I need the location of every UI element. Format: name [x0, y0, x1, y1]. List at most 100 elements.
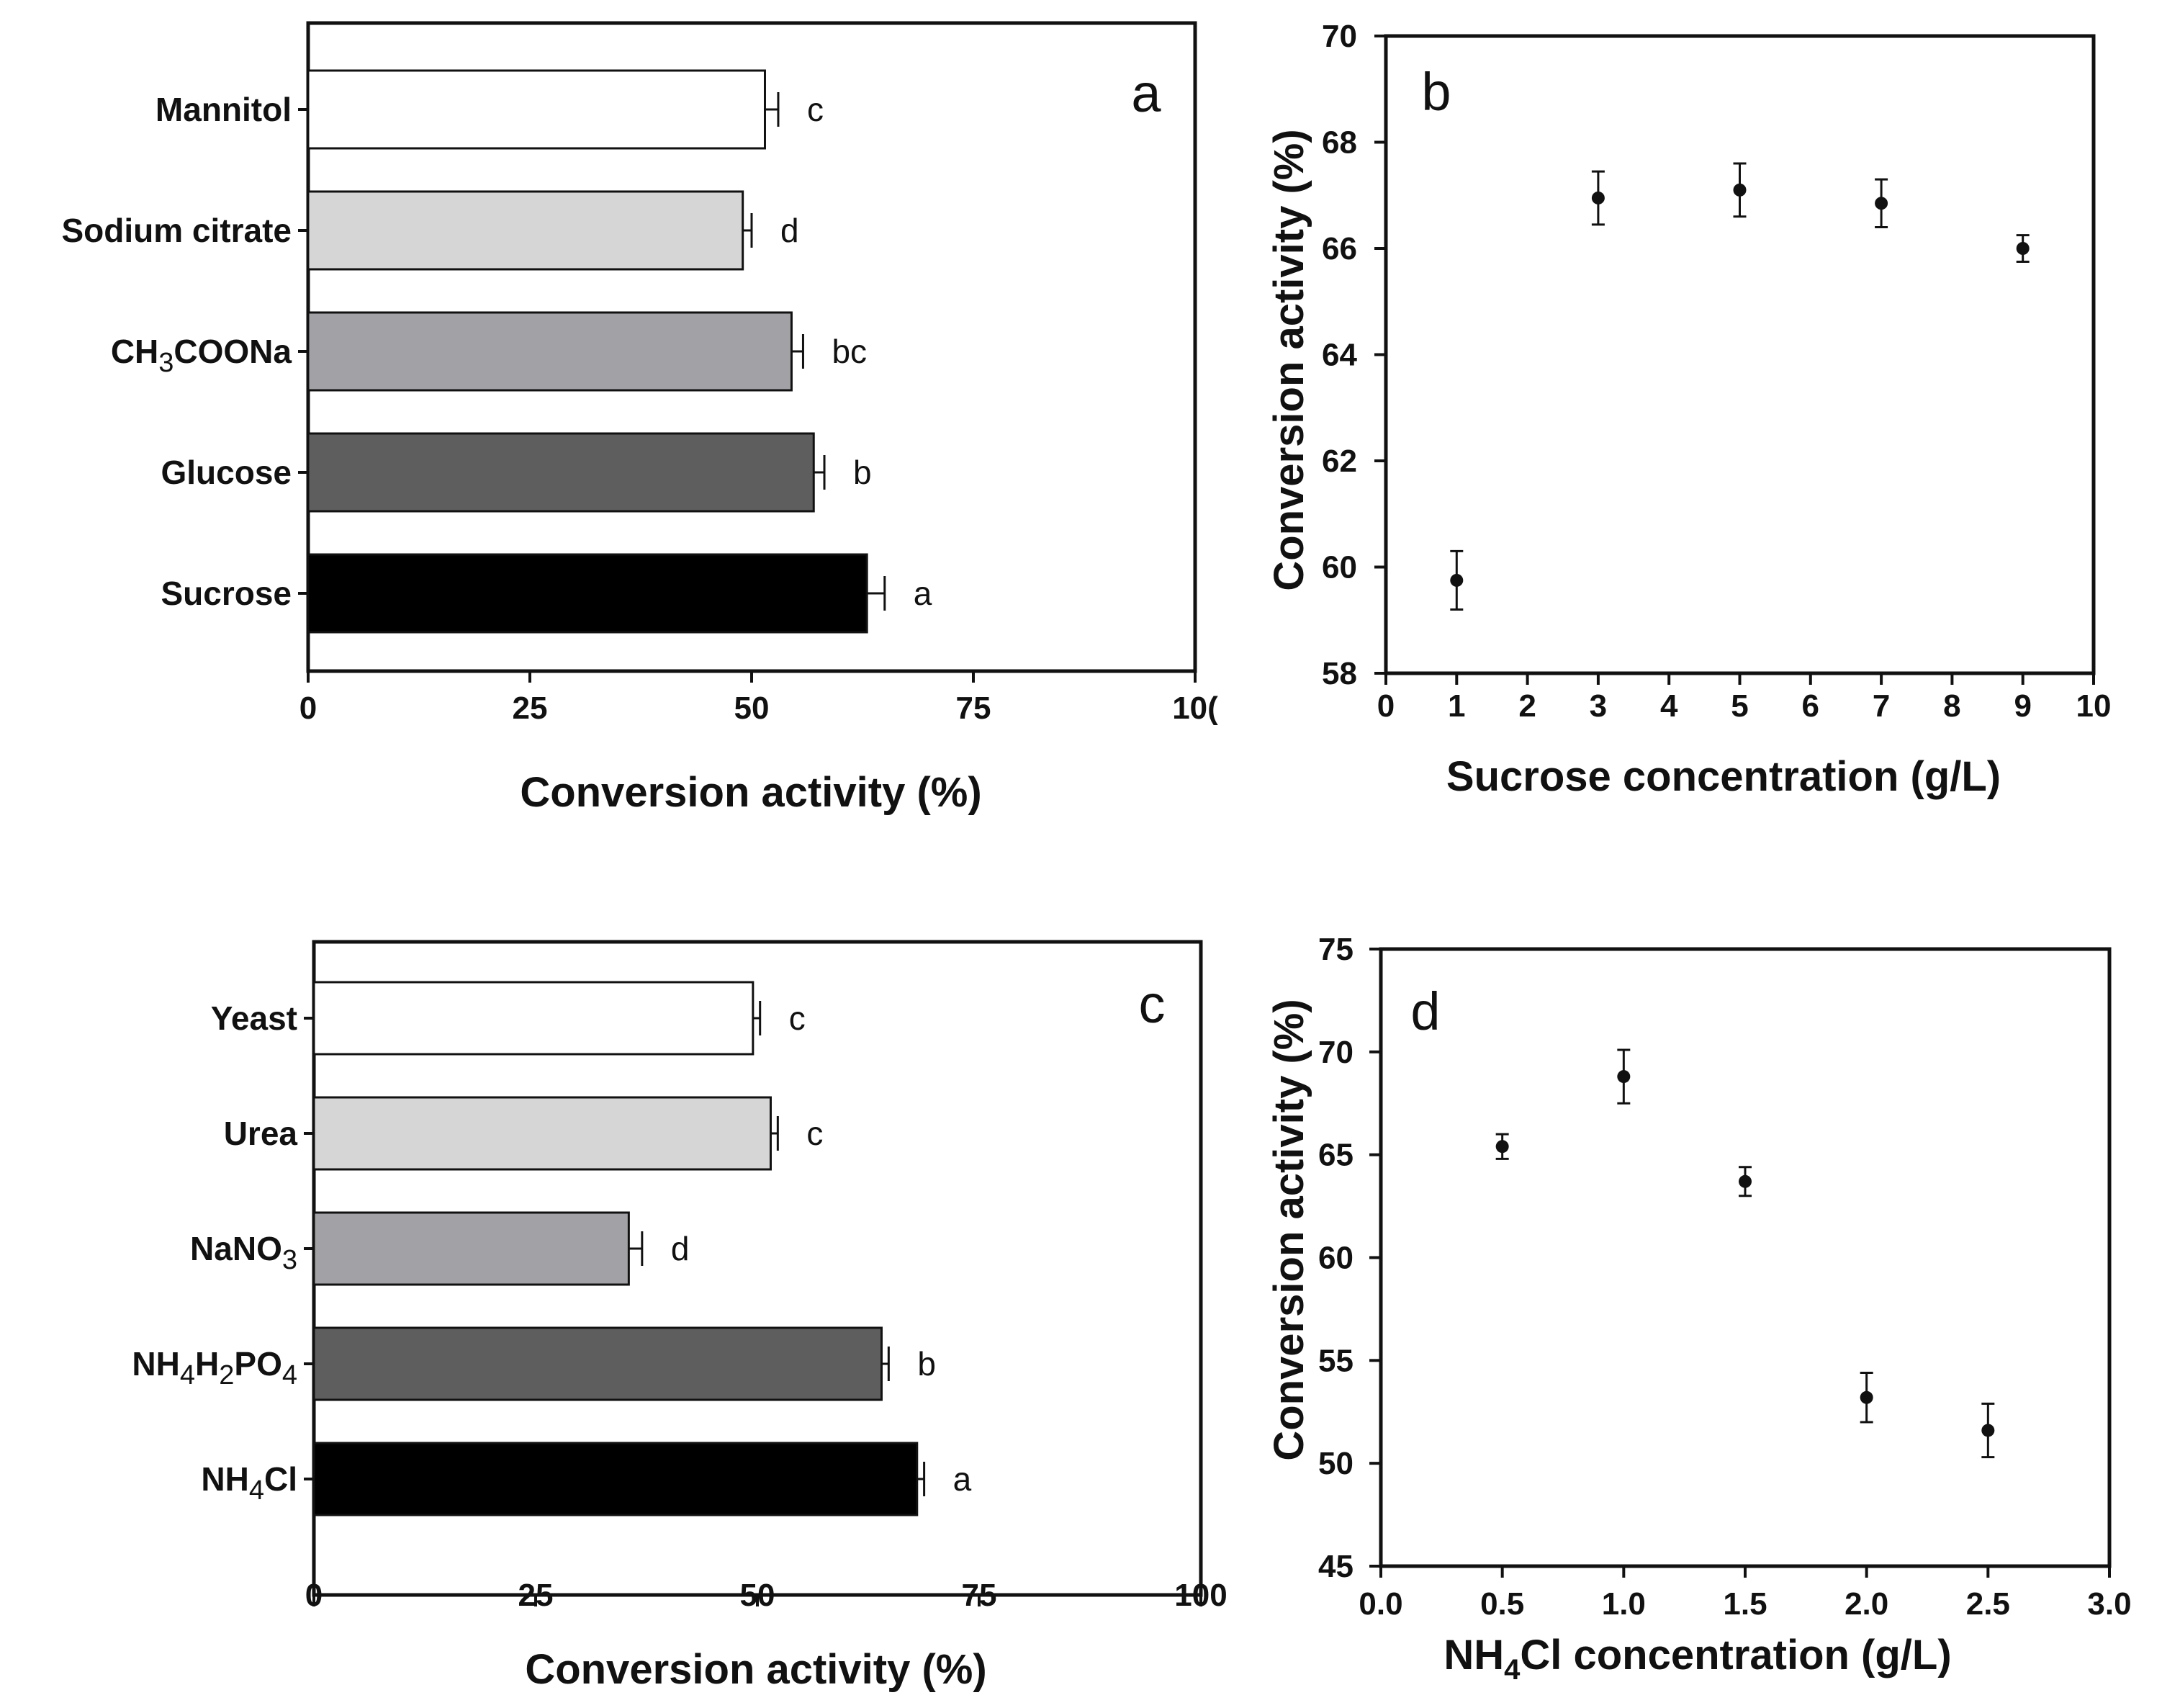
panel-a-x-axis-title: Conversion activity (%)	[520, 769, 981, 816]
category-label: NH4Cl	[201, 1460, 297, 1506]
x-tick-label: 8	[1943, 688, 1960, 724]
y-tick-label: 50	[1318, 1446, 1353, 1481]
y-tick-label: 68	[1322, 125, 1357, 161]
x-tick-label: 1.5	[1723, 1586, 1767, 1622]
category-label: Sodium citrate	[61, 212, 292, 249]
x-tick-label: 0.0	[1359, 1586, 1402, 1622]
significance-label: c	[806, 1115, 823, 1152]
category-label-subscript: 4	[282, 1360, 297, 1390]
data-point	[1591, 191, 1605, 204]
x-tick-label: 1.0	[1602, 1586, 1646, 1622]
category-label-main: Sodium citrate	[61, 212, 292, 249]
category-label-rest: COONa	[174, 333, 292, 370]
data-point	[1860, 1390, 1873, 1404]
y-tick-label: 58	[1322, 656, 1357, 691]
panel-d-letter: d	[1410, 981, 1440, 1041]
significance-label: c	[807, 91, 824, 128]
bar	[312, 981, 755, 1056]
x-tick-label: 25	[513, 691, 548, 726]
category-label-rest: H	[195, 1345, 219, 1383]
panel-b-y-axis-title: Conversion activity (%)	[1266, 129, 1312, 590]
panel-b-plot-frame	[1384, 34, 2096, 675]
panel-d-marks: 0.0 0.5 1.0 1.5 2.0 2.5 3.0 45 50 55 60 65 70 75	[1318, 932, 2132, 1622]
category-label-main: NaNO	[190, 1230, 282, 1267]
y-tick-label: 64	[1322, 338, 1357, 373]
category-label: NaNO3	[190, 1230, 297, 1275]
category-label-main: CH	[111, 333, 158, 370]
panel-b-x-axis-title: Sucrose concentration (g/L)	[1446, 753, 2001, 800]
data-point	[1875, 197, 1888, 210]
data-point	[1981, 1424, 1995, 1437]
category-label: Yeast	[211, 999, 297, 1037]
bar	[312, 1326, 883, 1401]
category-label: CH3COONa	[111, 333, 292, 378]
significance-label: b	[917, 1345, 936, 1383]
x-tick-label: 0	[299, 691, 317, 726]
x-tick-label: 0.5	[1480, 1586, 1524, 1622]
category-label-rest: Cl	[264, 1460, 297, 1498]
bar	[307, 311, 793, 392]
bar	[312, 1096, 772, 1171]
category-label-main: NH	[132, 1345, 179, 1383]
y-tick-label: 45	[1318, 1549, 1353, 1584]
category-label-main: Sucrose	[161, 575, 292, 612]
x-tick-label: 4	[1660, 688, 1678, 724]
category-label-subscript: 4	[180, 1360, 195, 1390]
bar	[307, 69, 766, 150]
bar	[307, 190, 744, 271]
category-label-subscript: 4	[249, 1475, 264, 1506]
bar	[307, 553, 868, 634]
panel-d-plot-frame	[1379, 947, 2112, 1568]
x-tick-label: 50	[734, 691, 770, 726]
y-tick-label: 60	[1318, 1241, 1353, 1276]
y-tick-label: 65	[1318, 1138, 1353, 1173]
category-label-main: Yeast	[211, 999, 297, 1037]
x-tick-label: 75	[962, 1578, 997, 1613]
x-tick-label: 10	[2076, 688, 2112, 724]
x-tick-label: 3	[1590, 688, 1607, 724]
y-tick-label: 62	[1322, 444, 1357, 479]
x-tick-label: 1	[1448, 688, 1465, 724]
data-point	[1617, 1070, 1631, 1084]
x-tick-label: 0	[305, 1578, 323, 1613]
category-label-rest: PO	[234, 1345, 281, 1383]
panel-b-marks: 0 1 2 3 4 5 6 7 8 9 10 58 60 62 64 66 68 70	[1322, 19, 2111, 724]
data-point	[1739, 1174, 1752, 1188]
x-tick-label: 100	[1174, 1578, 1227, 1613]
panel-d-scatter-chart: 0.0 0.5 1.0 1.5 2.0 2.5 3.0 45 50 55 60 65 70 75 d NH…	[1266, 932, 2132, 1686]
y-tick-label: 66	[1322, 231, 1357, 266]
x-tick-label: 25	[518, 1578, 554, 1613]
y-tick-label: 75	[1318, 932, 1353, 967]
panel-a-marks: c Mannitol d Sodium citrate bc CH3COONa b Gluco…	[61, 21, 1218, 726]
category-label-subscript: 3	[282, 1245, 297, 1275]
bar	[312, 1211, 630, 1286]
significance-label: c	[789, 999, 806, 1037]
category-label: Glucose	[161, 454, 292, 491]
x-tick-label: 0	[1377, 688, 1395, 724]
category-label: Urea	[224, 1115, 298, 1152]
x-tick-label: 5	[1731, 688, 1748, 724]
category-label-subscript: 2	[219, 1360, 234, 1390]
category-label-main: Urea	[224, 1115, 298, 1152]
data-point	[1495, 1140, 1509, 1154]
panel-b-scatter-chart: 0 1 2 3 4 5 6 7 8 9 10 58 60 62 64 66 68 70 b Sucrose con…	[1266, 19, 2111, 800]
x-tick-label: 6	[1802, 688, 1819, 724]
significance-label: b	[853, 454, 872, 491]
x-tick-label: 3.0	[2087, 1586, 2131, 1622]
x-tick-label: 2	[1518, 688, 1536, 724]
bar	[312, 1442, 919, 1516]
x-tick-label: 2.0	[1845, 1586, 1888, 1622]
panel-b-letter: b	[1421, 62, 1451, 122]
bar	[307, 432, 815, 513]
panel-d-y-axis-title: Conversion activity (%)	[1266, 999, 1312, 1460]
y-tick-label: 70	[1318, 1035, 1353, 1070]
significance-label: a	[953, 1460, 972, 1498]
significance-label: bc	[832, 333, 867, 370]
data-point	[1733, 183, 1747, 197]
category-label: NH4H2PO4	[132, 1345, 297, 1390]
category-label: Sucrose	[161, 575, 292, 612]
y-tick-label: 60	[1322, 550, 1357, 585]
y-tick-label: 70	[1322, 19, 1357, 54]
